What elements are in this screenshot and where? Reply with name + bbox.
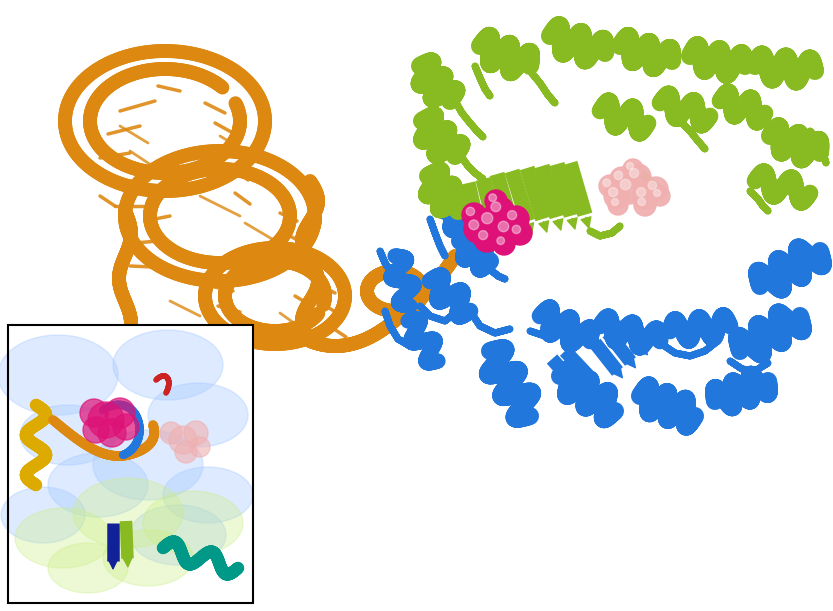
Ellipse shape xyxy=(93,430,203,500)
Circle shape xyxy=(634,194,656,216)
Circle shape xyxy=(507,211,516,219)
Circle shape xyxy=(654,189,661,197)
Circle shape xyxy=(632,183,658,209)
Circle shape xyxy=(604,183,630,209)
Ellipse shape xyxy=(1,487,85,543)
Circle shape xyxy=(462,203,486,227)
Circle shape xyxy=(626,163,634,169)
Circle shape xyxy=(466,207,475,216)
Circle shape xyxy=(503,206,529,232)
Circle shape xyxy=(648,181,656,189)
Circle shape xyxy=(478,230,487,240)
Circle shape xyxy=(644,177,668,201)
Circle shape xyxy=(485,190,507,212)
Circle shape xyxy=(474,226,500,252)
Ellipse shape xyxy=(163,467,253,523)
Ellipse shape xyxy=(48,453,148,517)
Circle shape xyxy=(493,216,523,246)
Circle shape xyxy=(599,175,621,197)
Circle shape xyxy=(611,199,618,205)
Circle shape xyxy=(623,159,643,179)
Circle shape xyxy=(190,437,210,457)
Circle shape xyxy=(113,414,139,440)
Circle shape xyxy=(512,225,521,233)
Circle shape xyxy=(175,441,197,463)
Circle shape xyxy=(105,398,135,428)
Circle shape xyxy=(469,220,479,230)
Ellipse shape xyxy=(103,530,193,586)
Ellipse shape xyxy=(15,508,111,568)
Circle shape xyxy=(508,221,532,245)
Circle shape xyxy=(83,417,109,443)
Circle shape xyxy=(493,233,515,255)
Circle shape xyxy=(98,419,126,447)
Circle shape xyxy=(169,426,197,454)
Ellipse shape xyxy=(20,405,116,465)
Circle shape xyxy=(160,422,182,444)
Ellipse shape xyxy=(148,383,248,447)
Circle shape xyxy=(610,167,634,191)
Circle shape xyxy=(603,179,611,186)
Circle shape xyxy=(486,197,514,225)
Circle shape xyxy=(464,215,492,243)
Circle shape xyxy=(625,164,651,190)
Circle shape xyxy=(80,399,108,427)
Bar xyxy=(8,325,253,603)
Ellipse shape xyxy=(48,543,128,593)
Circle shape xyxy=(636,188,646,197)
Circle shape xyxy=(608,195,628,215)
Circle shape xyxy=(609,188,617,197)
Circle shape xyxy=(88,402,124,438)
Ellipse shape xyxy=(130,505,226,565)
Circle shape xyxy=(650,186,670,206)
Circle shape xyxy=(476,207,508,239)
Circle shape xyxy=(489,194,496,202)
Circle shape xyxy=(491,202,501,211)
Ellipse shape xyxy=(73,478,183,548)
Circle shape xyxy=(615,174,645,204)
Ellipse shape xyxy=(0,335,118,415)
Circle shape xyxy=(630,169,639,178)
Circle shape xyxy=(184,421,208,445)
Circle shape xyxy=(481,213,493,224)
Circle shape xyxy=(621,179,631,190)
Circle shape xyxy=(638,198,646,205)
Bar xyxy=(8,325,253,603)
Ellipse shape xyxy=(113,330,223,400)
Circle shape xyxy=(498,221,509,232)
Circle shape xyxy=(614,171,622,180)
Ellipse shape xyxy=(143,491,243,555)
Circle shape xyxy=(496,237,505,244)
